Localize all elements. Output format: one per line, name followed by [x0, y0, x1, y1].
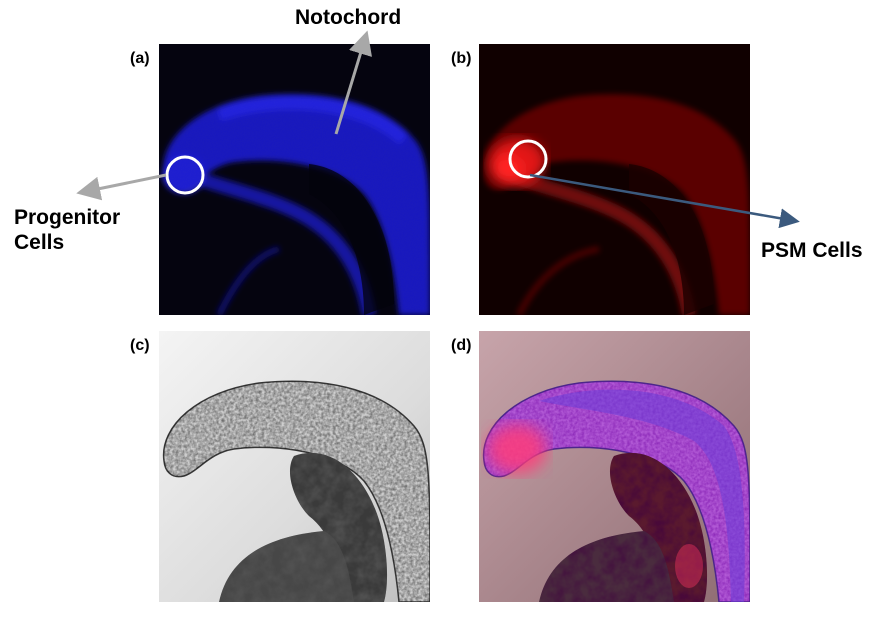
progenitor-arrow — [76, 173, 167, 201]
panel-b-red-fluorescence — [479, 44, 750, 315]
progenitor-label-line1: Progenitor — [14, 206, 121, 229]
panel-d-merged — [479, 331, 750, 602]
notochord-label: Notochord — [295, 6, 402, 29]
panel-label-c: (c) — [130, 337, 150, 354]
panel-label-b: (b) — [451, 50, 472, 67]
psm-cells-label: PSM Cells — [761, 239, 863, 262]
panel-label-d: (d) — [451, 337, 472, 354]
panel-label-a: (a) — [130, 50, 150, 67]
panel-a-blue-fluorescence — [159, 44, 430, 315]
panel-c-brightfield — [159, 331, 430, 602]
progenitor-cells-label: Progenitor Cells — [14, 205, 120, 255]
progenitor-label-line2: Cells — [14, 231, 65, 254]
